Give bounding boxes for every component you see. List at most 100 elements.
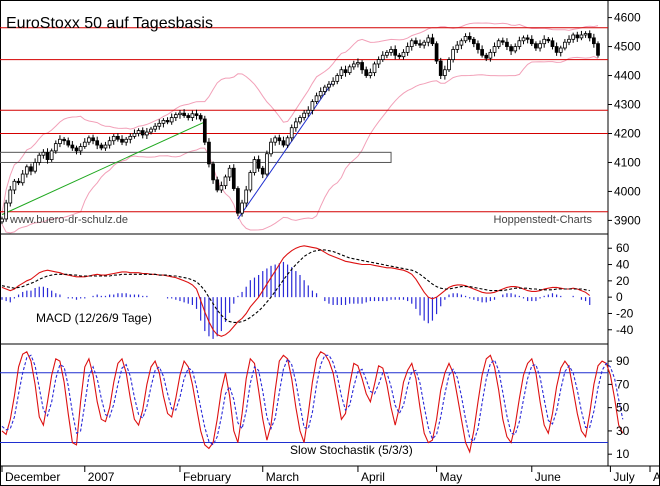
candle-body	[592, 37, 596, 45]
candle-body	[298, 117, 302, 123]
macd-axis-label: -40	[616, 323, 634, 337]
candle-body	[534, 43, 538, 49]
stochastic-label-bg	[288, 443, 415, 457]
candle-body	[58, 138, 62, 145]
candle-body	[397, 54, 402, 58]
candle-body	[538, 43, 542, 49]
candle-body	[231, 167, 236, 189]
candle-body	[587, 33, 592, 39]
candle-body	[120, 138, 124, 143]
bollinger-upper	[1, 22, 599, 214]
candle-body	[542, 38, 547, 45]
x-axis-label: December	[5, 470, 60, 484]
x-axis-label: May	[440, 470, 463, 484]
candle-body	[364, 69, 369, 76]
candle-body	[12, 180, 17, 191]
candle-body	[401, 51, 406, 58]
candle-body	[443, 69, 447, 76]
candle-body	[128, 135, 133, 140]
candle-body	[202, 118, 207, 143]
candle-body	[310, 101, 315, 111]
macd-label: MACD (12/26/9 Tage)	[36, 311, 152, 325]
watermark-left: www.buero-dr-schulz.de	[9, 214, 128, 226]
candle-body	[554, 46, 559, 53]
candle-body	[132, 133, 137, 137]
stochastic-axis-label: 30	[616, 424, 630, 438]
candle-body	[339, 69, 344, 76]
macd-line	[1, 245, 591, 337]
candle-body	[227, 167, 232, 178]
candle-body	[476, 43, 480, 50]
stochastic-d-line	[1, 354, 624, 446]
candle-body	[343, 69, 348, 74]
candle-body	[4, 202, 8, 220]
candle-body	[455, 44, 460, 50]
candle-body	[265, 153, 269, 175]
candle-body	[571, 34, 576, 40]
candle-body	[575, 34, 580, 39]
candle-body	[360, 62, 364, 71]
macd-axis-label: 40	[616, 258, 630, 272]
watermark-right: Hoppenstedt-Charts	[494, 214, 593, 226]
candle-body	[405, 46, 410, 53]
candle-body	[165, 120, 170, 123]
macd-axis-label: 20	[616, 274, 630, 288]
price-axis-label: 4500	[614, 40, 641, 54]
candle-body	[546, 38, 551, 42]
candle-body	[567, 38, 571, 43]
candle-body	[426, 37, 431, 43]
candle-body	[211, 163, 215, 181]
price-axis-label: 4200	[614, 126, 641, 140]
candle-body	[529, 38, 534, 45]
candle-body	[322, 86, 327, 92]
candle-body	[157, 122, 162, 127]
candle-body	[521, 37, 526, 42]
candle-body	[414, 40, 418, 45]
candle-body	[500, 40, 505, 43]
candle-body	[380, 54, 385, 61]
candle-body	[467, 36, 472, 40]
candle-body	[178, 112, 182, 116]
bollinger-lower	[1, 55, 599, 234]
candle-body	[107, 140, 112, 146]
candle-body	[140, 130, 145, 136]
candle-body	[422, 41, 427, 46]
stochastic-k-line	[1, 351, 624, 454]
stochastic-axis-label: 70	[616, 377, 630, 391]
candle-body	[430, 37, 435, 45]
candle-body	[550, 40, 555, 47]
candle-body	[169, 117, 174, 123]
candle-body	[347, 66, 352, 74]
candle-body	[24, 166, 29, 175]
candle-body	[492, 46, 497, 53]
candle-body	[207, 141, 211, 165]
candle-body	[285, 137, 290, 146]
candle-body	[372, 63, 377, 74]
candle-body	[161, 120, 166, 124]
candle-body	[525, 37, 530, 40]
candle-body	[356, 62, 360, 65]
macd-axis-label: -20	[616, 306, 634, 320]
candle-body	[116, 135, 120, 140]
candle-body	[269, 141, 273, 155]
candle-body	[583, 33, 588, 36]
candle-body	[294, 121, 298, 129]
candle-body	[385, 51, 389, 56]
candle-body	[95, 140, 100, 146]
candle-body	[29, 166, 33, 172]
candle-body	[0, 218, 4, 223]
x-axis-label: February	[183, 470, 231, 484]
candle-body	[318, 91, 323, 97]
candle-body	[496, 40, 501, 47]
candle-body	[111, 135, 116, 142]
candle-body	[70, 144, 75, 149]
candle-body	[103, 144, 108, 149]
candle-body	[480, 49, 484, 56]
chart-title: EuroStoxx 50 auf Tagesbasis	[6, 15, 213, 32]
candle-body	[256, 159, 261, 169]
x-axis-label: 2007	[88, 470, 115, 484]
candle-body	[16, 180, 21, 184]
candle-body	[8, 189, 13, 204]
candle-body	[273, 137, 278, 143]
candle-body	[78, 146, 83, 152]
